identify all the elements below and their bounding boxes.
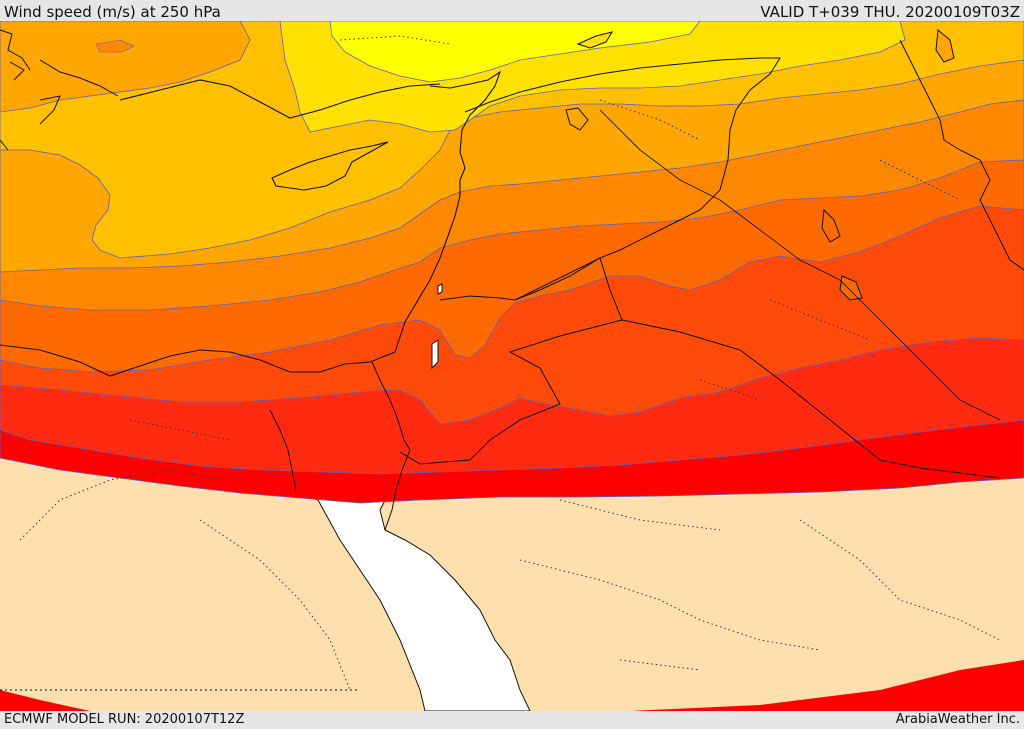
credit-text: ArabiaWeather Inc.	[895, 712, 1020, 727]
lake-tharthar	[821, 208, 841, 243]
wind-speed-map[interactable]	[0, 21, 1024, 711]
aegean-islands	[0, 29, 119, 151]
gulf-of-suez	[269, 409, 297, 491]
coastline-turkey	[119, 79, 441, 119]
map-header: Wind speed (m/s) at 250 hPa VALID T+039 …	[0, 0, 1024, 21]
border-syria-iraq-turkey	[464, 57, 781, 301]
model-run: ECMWF MODEL RUN: 20200107T12Z	[4, 712, 245, 727]
coastline-levant-egypt	[0, 70, 502, 377]
band-orange-upper-left	[0, 21, 251, 113]
admin-lines	[19, 35, 1001, 691]
red-sea	[289, 489, 531, 711]
river-euphrates	[599, 109, 1001, 421]
border-iran-iraq	[899, 39, 1024, 271]
map-title: Wind speed (m/s) at 250 hPa	[4, 3, 221, 21]
gulf-of-aqaba	[384, 449, 411, 531]
lake-urmia	[935, 29, 955, 63]
border-egypt-israel	[371, 361, 411, 451]
map-footer: ECMWF MODEL RUN: 20200107T12Z ArabiaWeat…	[0, 711, 1024, 729]
band-bottom-right	[630, 660, 1024, 711]
border-saudi-iraq	[621, 319, 1001, 479]
band-orange-upper-left-core	[95, 39, 135, 53]
lake-razazza	[839, 275, 863, 301]
lake-van	[576, 31, 614, 49]
border-jordan	[399, 257, 623, 465]
band-bottom-left	[0, 690, 90, 711]
valid-time: VALID T+039 THU. 20200109T03Z	[760, 3, 1020, 21]
cyprus-outline	[271, 141, 389, 191]
sea-of-galilee	[437, 283, 443, 295]
dead-sea	[431, 339, 439, 370]
lake-ataturk	[565, 107, 589, 131]
band-amber	[0, 21, 1024, 259]
map-canvas	[0, 21, 1024, 711]
